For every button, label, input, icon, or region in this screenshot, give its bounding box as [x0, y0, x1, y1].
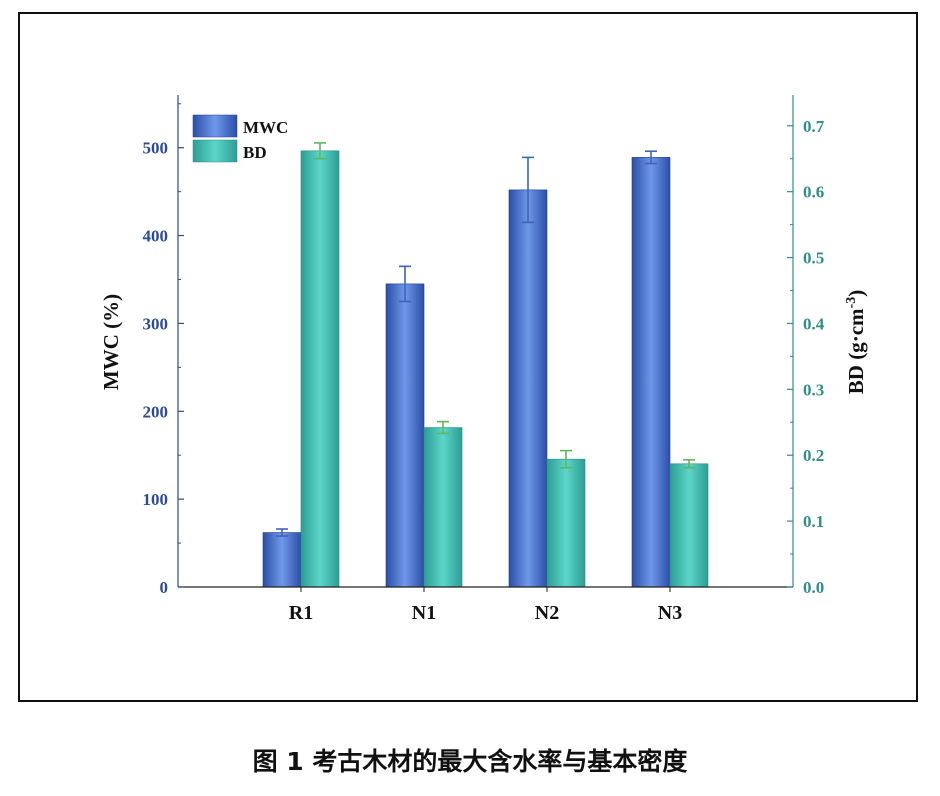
bar-mwc-r1 [262, 532, 302, 588]
error-mwc-n1 [399, 265, 411, 303]
legend-label-mwc: MWC [243, 118, 288, 137]
y2-tick-label-0.5: 0.5 [803, 249, 824, 268]
error-mwc-n2 [522, 156, 534, 224]
bar-bd-n2 [546, 458, 586, 588]
y2-tick-label-0.6: 0.6 [803, 183, 824, 202]
y2-axis-title-base: BD (g·cm [844, 308, 868, 394]
y-tick-label-500: 500 [143, 139, 169, 158]
axes-layer [177, 95, 794, 592]
y2-axis-title-sup: -3 [844, 297, 859, 309]
x-tick-label-r1: R1 [289, 602, 313, 624]
y-tick-label-100: 100 [143, 490, 169, 509]
tick-labels-layer: R1 N1 N2 N3 0 100 200 300 400 500 0.0 0.1 0.2 0.3 0.4 0… [143, 117, 825, 624]
y-axis-title: MWC (%) [99, 294, 123, 390]
y-tick-label-0: 0 [160, 578, 169, 597]
y-tick-label-400: 400 [143, 227, 169, 246]
error-bars-layer [276, 142, 695, 537]
y-tick-label-300: 300 [143, 314, 169, 333]
bars-layer [262, 150, 709, 588]
y2-tick-label-0.3: 0.3 [803, 380, 824, 399]
y2-tick-label-0.2: 0.2 [803, 446, 824, 465]
x-tick-label-n3: N3 [658, 602, 682, 624]
error-mwc-n3 [645, 150, 657, 165]
error-mwc-r1 [276, 528, 288, 537]
bar-mwc-n2 [508, 189, 548, 588]
error-bd-r1 [314, 142, 326, 160]
error-bd-n1 [437, 420, 449, 435]
bar-bd-n3 [669, 463, 709, 588]
y2-tick-label-0.7: 0.7 [803, 117, 825, 136]
y2-tick-label-0.1: 0.1 [803, 512, 824, 531]
bar-mwc-n1 [385, 283, 425, 588]
y2-tick-label-0.0: 0.0 [803, 578, 824, 597]
error-bd-n3 [683, 459, 695, 469]
bar-bd-n1 [423, 427, 463, 588]
figure-caption: 图 1 考古木材的最大含水率与基本密度 [252, 747, 688, 776]
legend-swatch-bd [192, 139, 238, 163]
bar-bd-r1 [300, 150, 340, 588]
x-tick-label-n1: N1 [412, 602, 436, 624]
bar-mwc-n3 [631, 157, 671, 588]
legend-swatch-mwc [192, 114, 238, 138]
bar-chart: R1 N1 N2 N3 0 100 200 300 400 500 0.0 0.1 0.2 0.3 0.4 0… [99, 95, 868, 624]
legend-label-bd: BD [243, 143, 267, 162]
error-bd-n2 [560, 449, 572, 469]
y2-tick-label-0.4: 0.4 [803, 314, 825, 333]
legend: MWC BD [192, 114, 288, 163]
y2-axis-title-end: ) [844, 290, 868, 297]
x-tick-label-n2: N2 [535, 602, 559, 624]
y-tick-label-200: 200 [143, 402, 169, 421]
y2-axis-title: BD (g·cm-3) [844, 290, 868, 394]
